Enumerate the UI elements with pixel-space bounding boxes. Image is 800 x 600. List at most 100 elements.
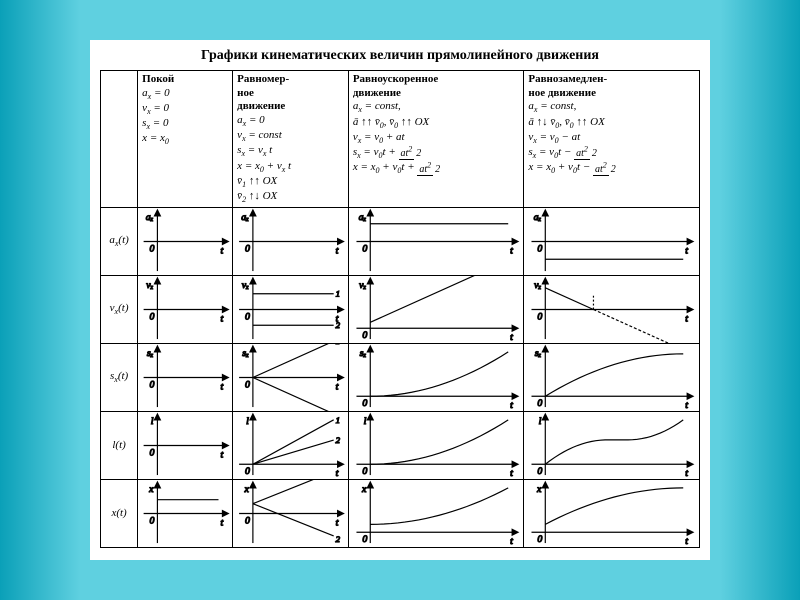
plot-l-0: 0 t l: [138, 412, 233, 480]
svg-text:t: t: [221, 518, 224, 529]
row-label: l(t): [101, 412, 138, 480]
svg-text:1: 1: [336, 289, 340, 299]
svg-text:vₓ: vₓ: [359, 280, 366, 291]
svg-text:0: 0: [150, 312, 155, 323]
svg-text:t: t: [510, 400, 513, 411]
row-a: ax(t)0taₓ0taₓ0taₓ0taₓ: [101, 208, 700, 276]
col-accel: Равноускоренноедвижение ax = const, ā ↑↑…: [348, 70, 524, 207]
svg-text:aₓ: aₓ: [358, 212, 366, 223]
plot-l-3: 0 t l: [524, 412, 700, 480]
svg-text:2: 2: [336, 320, 341, 330]
svg-text:1: 1: [336, 344, 340, 346]
plot-s-3: 0 t sₓ: [524, 344, 700, 412]
svg-text:t: t: [686, 314, 689, 325]
svg-text:t: t: [686, 536, 689, 547]
row-label: x(t): [101, 480, 138, 548]
svg-text:0: 0: [150, 380, 155, 391]
corner-cell: [101, 70, 138, 207]
svg-text:0: 0: [362, 398, 367, 409]
svg-text:l: l: [539, 416, 542, 427]
svg-text:x: x: [361, 484, 367, 495]
svg-text:0: 0: [538, 312, 543, 323]
plot-s-1: 0tsₓ12: [233, 344, 349, 412]
svg-text:2: 2: [336, 534, 341, 544]
kinematics-table: Покой ax = 0 vx = 0 sx = 0 x = x0 Равном…: [100, 70, 700, 548]
svg-text:1: 1: [336, 415, 340, 425]
plot-x-0: 0 t x: [138, 480, 233, 548]
row-s: sx(t)0tsₓ0tsₓ120tsₓ0tsₓ: [101, 344, 700, 412]
svg-text:t: t: [336, 468, 339, 479]
svg-text:t: t: [221, 314, 224, 325]
svg-text:t: t: [336, 518, 339, 529]
plot-v-1: 0tvₓ12: [233, 276, 349, 344]
svg-text:0: 0: [538, 466, 543, 477]
svg-text:0: 0: [538, 398, 543, 409]
svg-text:0: 0: [245, 516, 250, 527]
svg-text:t: t: [686, 400, 689, 411]
svg-text:0: 0: [362, 466, 367, 477]
svg-text:t: t: [510, 246, 513, 257]
svg-text:aₓ: aₓ: [241, 212, 249, 223]
svg-text:t: t: [336, 246, 339, 257]
svg-text:aₓ: aₓ: [534, 212, 542, 223]
plot-x-1: 0tx12: [233, 480, 349, 548]
svg-text:t: t: [510, 468, 513, 479]
svg-text:t: t: [221, 246, 224, 257]
svg-text:0: 0: [362, 244, 367, 255]
svg-text:l: l: [151, 416, 154, 427]
svg-text:0: 0: [150, 516, 155, 527]
plot-v-0: 0 t vₓ: [138, 276, 233, 344]
plot-x-2: 0 t x: [348, 480, 524, 548]
col-rest: Покой ax = 0 vx = 0 sx = 0 x = x0: [138, 70, 233, 207]
plot-l-1: 0 t l 1 2: [233, 412, 349, 480]
plot-x-3: 0 t x: [524, 480, 700, 548]
svg-text:0: 0: [245, 380, 250, 391]
sheet: Графики кинематических величин прямолине…: [90, 40, 710, 560]
col-decel: Равнозамедлен-ное движение ax = const, ā…: [524, 70, 700, 207]
svg-text:t: t: [510, 536, 513, 547]
plot-a-2: 0 t aₓ: [348, 208, 524, 276]
svg-text:0: 0: [538, 534, 543, 545]
svg-text:vₓ: vₓ: [535, 280, 542, 291]
plot-s-0: 0 t sₓ: [138, 344, 233, 412]
svg-text:sₓ: sₓ: [147, 348, 154, 359]
row-l: l(t) 0 t l 0 t l 1 2 0 t l 0 t l: [101, 412, 700, 480]
svg-text:x: x: [244, 484, 250, 495]
svg-text:x: x: [148, 484, 154, 495]
svg-text:t: t: [686, 468, 689, 479]
plot-a-0: 0taₓ: [138, 208, 233, 276]
svg-text:t: t: [686, 246, 689, 257]
plot-v-2: 0 t vₓ: [348, 276, 524, 344]
svg-text:l: l: [246, 416, 249, 427]
svg-text:0: 0: [362, 330, 367, 341]
svg-text:2: 2: [336, 435, 341, 445]
row-x: x(t)0tx0tx120tx0tx: [101, 480, 700, 548]
svg-text:0: 0: [538, 244, 543, 255]
svg-text:sₓ: sₓ: [360, 348, 367, 359]
svg-text:aₓ: aₓ: [146, 212, 154, 223]
svg-text:t: t: [221, 450, 224, 461]
plot-l-2: 0 t l: [348, 412, 524, 480]
svg-text:0: 0: [362, 534, 367, 545]
svg-text:vₓ: vₓ: [146, 280, 153, 291]
svg-text:sₓ: sₓ: [535, 348, 542, 359]
svg-text:vₓ: vₓ: [242, 280, 249, 291]
svg-text:t: t: [221, 382, 224, 393]
plot-v-3: 0 t vₓ: [524, 276, 700, 344]
svg-text:t: t: [510, 332, 513, 343]
svg-text:0: 0: [150, 448, 155, 459]
svg-text:0: 0: [245, 466, 250, 477]
svg-text:x: x: [536, 484, 542, 495]
plot-a-1: 0 t aₓ: [233, 208, 349, 276]
svg-text:0: 0: [245, 312, 250, 323]
svg-text:0: 0: [245, 244, 250, 255]
row-label: vx(t): [101, 276, 138, 344]
row-label: ax(t): [101, 208, 138, 276]
svg-text:sₓ: sₓ: [242, 348, 249, 359]
plot-s-2: 0 t sₓ: [348, 344, 524, 412]
page-title: Графики кинематических величин прямолине…: [100, 48, 700, 64]
svg-text:l: l: [363, 416, 366, 427]
col-uniform: Равномер-ноедвижение ax = 0 vx = const s…: [233, 70, 349, 207]
svg-text:t: t: [336, 382, 339, 393]
header-row: Покой ax = 0 vx = 0 sx = 0 x = x0 Равном…: [101, 70, 700, 207]
